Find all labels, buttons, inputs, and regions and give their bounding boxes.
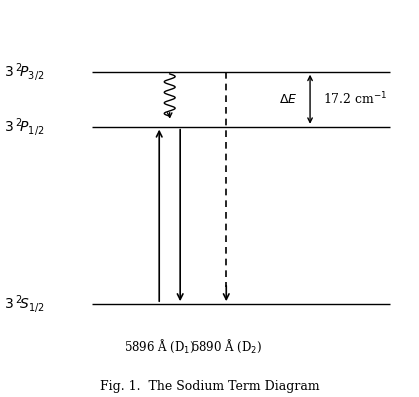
Text: 5896 Å (D$_1$): 5896 Å (D$_1$) xyxy=(124,338,195,355)
Text: $3\,^2\!S_{1/2}$: $3\,^2\!S_{1/2}$ xyxy=(4,293,45,315)
Text: 5890 Å (D$_2$): 5890 Å (D$_2$) xyxy=(191,338,262,355)
Text: 17.2 cm$^{-1}$: 17.2 cm$^{-1}$ xyxy=(323,91,387,108)
Text: $3\,^2\!P_{3/2}$: $3\,^2\!P_{3/2}$ xyxy=(4,61,44,83)
Text: $3\,^2\!P_{1/2}$: $3\,^2\!P_{1/2}$ xyxy=(4,116,44,137)
Text: $\Delta E$: $\Delta E$ xyxy=(279,93,297,106)
Text: Fig. 1.  The Sodium Term Diagram: Fig. 1. The Sodium Term Diagram xyxy=(100,380,319,393)
